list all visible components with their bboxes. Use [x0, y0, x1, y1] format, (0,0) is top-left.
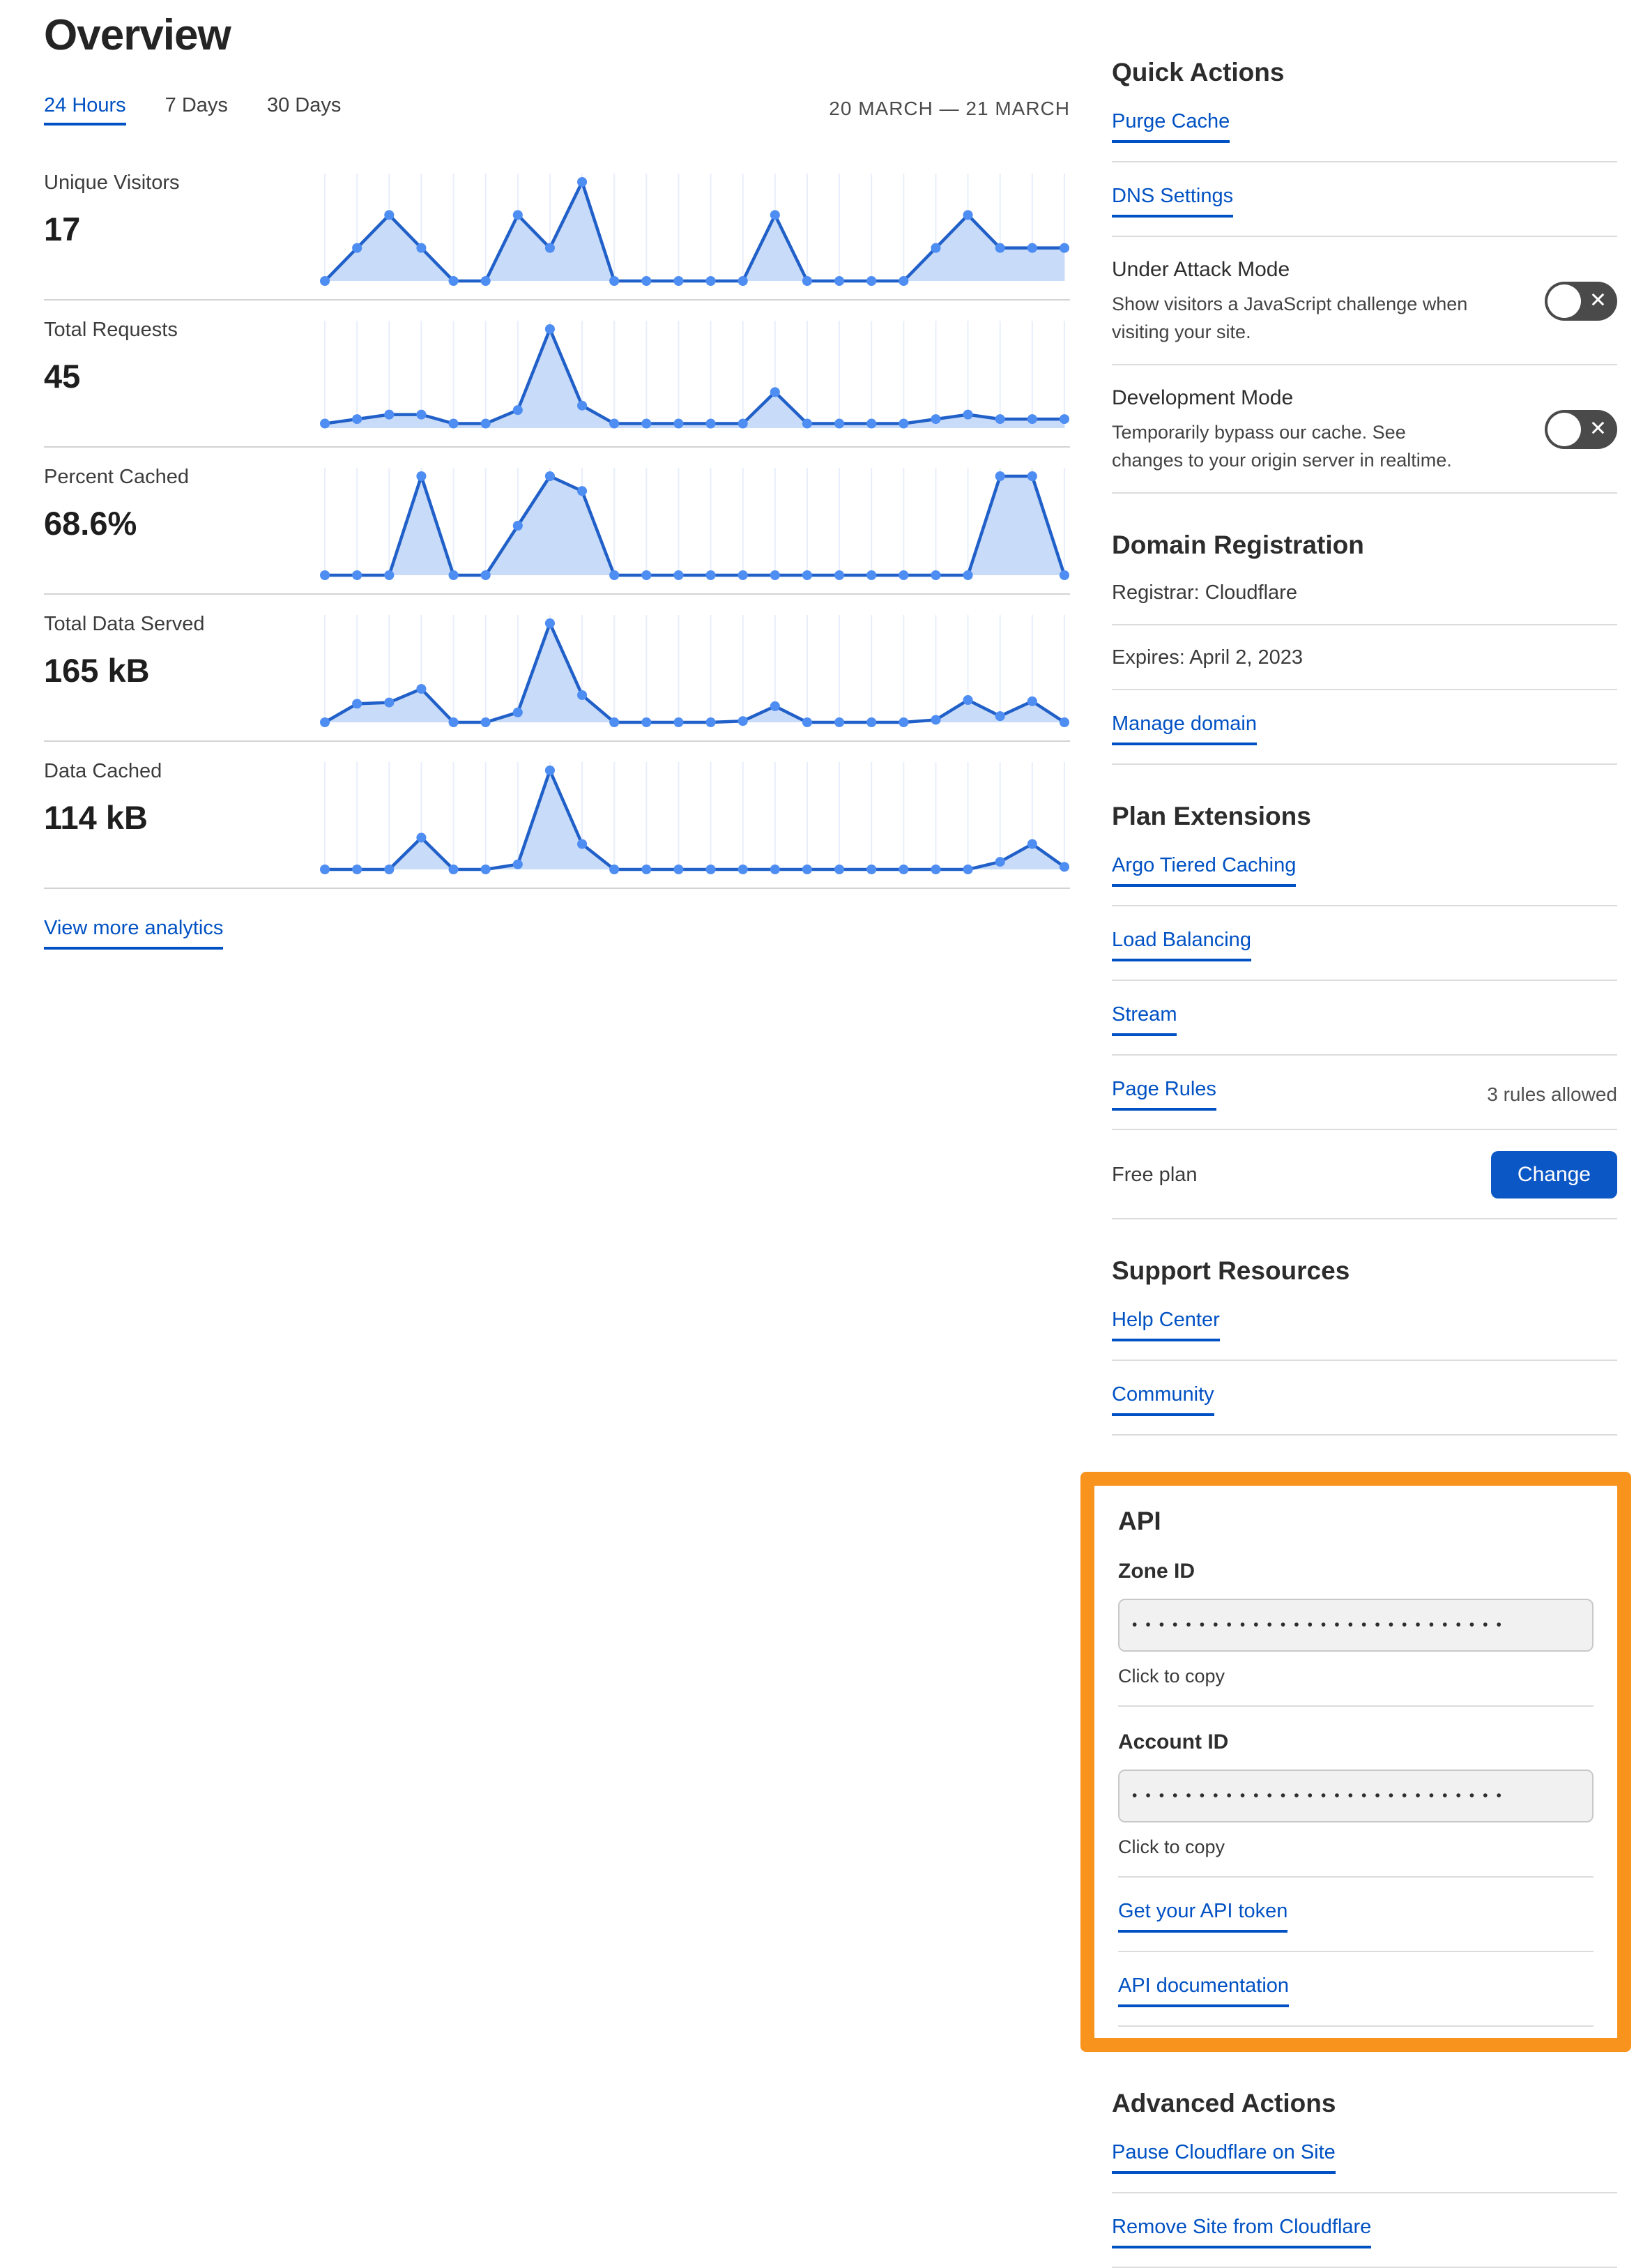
metric-row-percent-cached: Percent Cached 68.6% [44, 448, 1070, 595]
domain-registration-heading: Domain Registration [1112, 531, 1364, 559]
change-plan-button[interactable]: Change [1490, 1151, 1617, 1198]
help-center-link[interactable]: Help Center [1112, 1309, 1220, 1341]
remove-site-link[interactable]: Remove Site from Cloudflare [1112, 2216, 1372, 2248]
registrar-row: Registrar: Cloudflare [1112, 561, 1617, 625]
pause-cloudflare-link[interactable]: Pause Cloudflare on Site [1112, 2141, 1336, 2174]
plan-extensions-heading: Plan Extensions [1112, 802, 1311, 830]
advanced-actions-heading: Advanced Actions [1112, 2089, 1336, 2117]
api-section-highlighted: API Zone ID ••••••••••••••••••••••••••••… [1080, 1472, 1631, 2052]
page-rules-row: Page Rules 3 rules allowed [1112, 1056, 1617, 1130]
account-id-masked-value: •••••••••••••••••••••••••••• [1132, 1788, 1510, 1804]
under-attack-mode-toggle[interactable]: ✕ [1545, 282, 1617, 321]
zone-id-copy-hint: Click to copy [1118, 1666, 1594, 1707]
under-attack-mode-description: Show visitors a JavaScript challenge whe… [1112, 294, 1468, 342]
zone-id-field[interactable]: •••••••••••••••••••••••••••• [1118, 1599, 1594, 1652]
help-center-row: Help Center [1112, 1286, 1617, 1361]
toggle-knob [1548, 284, 1581, 318]
plan-row: Free plan Change [1112, 1130, 1617, 1219]
dns-settings-row: DNS Settings [1112, 162, 1617, 237]
api-token-row: Get your API token [1118, 1878, 1594, 1952]
api-docs-row: API documentation [1118, 1952, 1594, 2027]
metric-value: 165 kB [44, 652, 150, 689]
view-more-analytics-link[interactable]: View more analytics [44, 917, 224, 950]
zone-id-label: Zone ID [1118, 1560, 1195, 1583]
date-range-label: 20 MARCH — 21 MARCH [829, 98, 1070, 119]
metric-label: Unique Visitors [44, 172, 180, 194]
metric-label: Total Requests [44, 319, 178, 341]
sparkline-unique-visitors [319, 174, 1070, 287]
metric-value: 68.6% [44, 505, 137, 542]
sparkline-percent-cached [319, 468, 1070, 581]
page-rules-link[interactable]: Page Rules [1112, 1078, 1216, 1111]
metrics-list: Unique Visitors 17 Total Requests 45 Per… [44, 153, 1070, 889]
account-id-label: Account ID [1118, 1730, 1229, 1753]
development-mode-row: Development Mode Temporarily bypass our … [1112, 365, 1617, 494]
page-rules-allowance: 3 rules allowed [1487, 1083, 1617, 1105]
community-link[interactable]: Community [1112, 1383, 1214, 1416]
time-range-tabs: 24 Hours 7 Days 30 Days [44, 94, 341, 125]
time-range-bar: 24 Hours 7 Days 30 Days 20 MARCH — 21 MA… [44, 92, 1070, 125]
analytics-column: Overview 24 Hours 7 Days 30 Days 20 MARC… [44, 0, 1070, 950]
metric-row-data-cached: Data Cached 114 kB [44, 742, 1070, 889]
community-row: Community [1112, 1361, 1617, 1436]
toggle-knob [1548, 413, 1581, 446]
under-attack-mode-row: Under Attack Mode Show visitors a JavaSc… [1112, 237, 1617, 365]
metric-label: Data Cached [44, 760, 162, 782]
remove-site-row: Remove Site from Cloudflare [1112, 2193, 1617, 2268]
metric-value: 17 [44, 211, 81, 248]
sparkline-total-requests [319, 321, 1070, 434]
purge-cache-row: Purge Cache [1112, 88, 1617, 162]
tab-30-days[interactable]: 30 Days [266, 94, 342, 116]
expires-row: Expires: April 2, 2023 [1112, 625, 1617, 690]
development-mode-toggle[interactable]: ✕ [1545, 410, 1617, 449]
sparkline-data-cached [319, 762, 1070, 875]
under-attack-mode-label: Under Attack Mode [1112, 258, 1290, 281]
api-documentation-link[interactable]: API documentation [1118, 1974, 1290, 2007]
load-balancing-link[interactable]: Load Balancing [1112, 929, 1251, 961]
development-mode-description: Temporarily bypass our cache. See change… [1112, 422, 1452, 471]
toggle-off-icon: ✕ [1589, 289, 1607, 312]
metric-value: 114 kB [44, 799, 148, 836]
quick-actions-heading: Quick Actions [1112, 58, 1285, 86]
metric-row-total-requests: Total Requests 45 [44, 300, 1070, 448]
stream-row: Stream [1112, 981, 1617, 1056]
account-id-field[interactable]: •••••••••••••••••••••••••••• [1118, 1770, 1594, 1822]
manage-domain-row: Manage domain [1112, 690, 1617, 765]
get-api-token-link[interactable]: Get your API token [1118, 1900, 1288, 1933]
argo-tiered-caching-row: Argo Tiered Caching [1112, 832, 1617, 906]
purge-cache-link[interactable]: Purge Cache [1112, 110, 1230, 143]
toggle-off-icon: ✕ [1589, 417, 1607, 441]
development-mode-label: Development Mode [1112, 386, 1294, 409]
manage-domain-link[interactable]: Manage domain [1112, 713, 1257, 745]
metric-value: 45 [44, 358, 81, 395]
sidebar: Quick Actions Purge Cache DNS Settings U… [1080, 0, 1631, 2268]
api-heading: API [1118, 1507, 1161, 1535]
support-resources-heading: Support Resources [1112, 1256, 1350, 1285]
argo-tiered-caching-link[interactable]: Argo Tiered Caching [1112, 854, 1297, 887]
tab-24-hours[interactable]: 24 Hours [44, 94, 126, 125]
metric-row-total-data-served: Total Data Served 165 kB [44, 595, 1070, 742]
tab-7-days[interactable]: 7 Days [165, 94, 228, 116]
sparkline-total-data-served [319, 615, 1070, 728]
zone-id-masked-value: •••••••••••••••••••••••••••• [1132, 1617, 1510, 1633]
metric-label: Percent Cached [44, 466, 189, 488]
plan-label: Free plan [1112, 1163, 1198, 1186]
load-balancing-row: Load Balancing [1112, 906, 1617, 981]
account-id-copy-hint: Click to copy [1118, 1836, 1594, 1878]
metric-row-unique-visitors: Unique Visitors 17 [44, 153, 1070, 300]
metric-label: Total Data Served [44, 613, 205, 635]
pause-cloudflare-row: Pause Cloudflare on Site [1112, 2119, 1617, 2193]
page-title: Overview [44, 11, 231, 59]
dns-settings-link[interactable]: DNS Settings [1112, 185, 1234, 218]
stream-link[interactable]: Stream [1112, 1003, 1177, 1036]
